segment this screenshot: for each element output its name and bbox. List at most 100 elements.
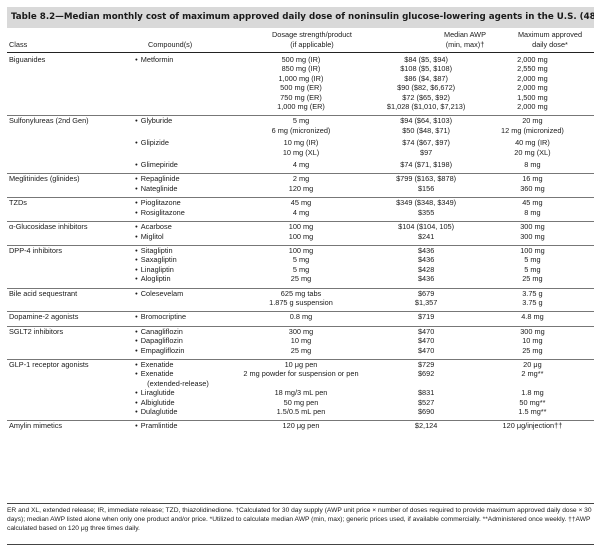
compound-cell: Glipizide	[135, 138, 220, 147]
table-title: Table 8.2—Median monthly cost of maximum…	[7, 7, 594, 28]
class-cell	[7, 93, 135, 102]
awp-cell: $2,124	[414, 421, 438, 431]
awp-cell: $86 ($4, $87)	[404, 73, 448, 83]
table-row: Sulfonylureas (2nd Gen) Glyburide 5 mg $94 …	[7, 116, 594, 126]
table-row: Glipizide 10 mg (IR) $74 ($67, $97) 40 mg (…	[7, 138, 594, 147]
group-divider	[7, 283, 594, 289]
table-row: Alogliptin 25 mg $436 25 mg	[7, 274, 594, 283]
compound-name: Glyburide	[135, 116, 172, 125]
awp-cell: $719	[417, 312, 435, 322]
compound-cell: Empagliflozin	[135, 346, 220, 355]
awp-cell: $90 ($82, $6,672)	[397, 83, 456, 93]
dosage-cell: 10 mg (IR)	[283, 138, 319, 148]
dosage-cell: 50 mg pen	[283, 397, 319, 407]
max-dose-cell: 2,550 mg	[517, 64, 548, 74]
dosage-cell: 750 mg (ER)	[280, 92, 322, 102]
awp-cell: $690	[417, 407, 435, 416]
class-cell	[7, 398, 135, 407]
compound-name: Glipizide	[135, 138, 169, 147]
table-row: Linagliptin 5 mg $428 5 mg	[7, 265, 594, 274]
header-awp-line1: Median AWP	[444, 30, 486, 39]
awp-cell: $97	[419, 147, 433, 157]
compound-cell: Linagliptin	[135, 265, 220, 274]
awp-cell: $470	[417, 326, 435, 336]
max-dose-cell: 16 mg	[522, 174, 543, 184]
compound-name: Dulaglutide	[135, 407, 177, 416]
max-dose-cell: 20 mg	[522, 116, 543, 126]
max-dose-cell: 360 mg	[520, 183, 545, 193]
class-cell: DPP-4 inhibitors	[9, 245, 63, 255]
dosage-cell: 25 mg	[290, 345, 312, 355]
header-dosage-line1: Dosage strength/product	[272, 30, 352, 39]
compound-cell: Liraglutide	[135, 388, 220, 397]
compound-cell: Metformin	[135, 55, 220, 64]
class-cell	[7, 346, 135, 355]
class-cell	[7, 184, 135, 193]
table-row: Biguanides Metformin 500 mg (IR) $84 ($5, $…	[7, 55, 594, 64]
drug-cost-table: Biguanides Metformin 500 mg (IR) $84 ($5, $…	[7, 55, 594, 431]
class-cell	[7, 298, 135, 307]
awp-cell: $1,357	[414, 297, 438, 307]
max-dose-cell: 5 mg	[524, 264, 541, 274]
compound-name: Metformin	[135, 55, 173, 64]
max-dose-cell: 1.8 mg	[521, 388, 544, 398]
class-cell	[7, 102, 135, 111]
group-divider	[7, 240, 594, 246]
class-cell: SGLT2 inhibitors	[9, 326, 64, 336]
compound-cell: Pioglitazone	[135, 198, 220, 208]
compound-name: Exenatide	[135, 369, 173, 378]
awp-cell: $156	[417, 183, 435, 193]
dosage-cell: 5 mg	[292, 255, 310, 265]
table-row: 1,000 mg (IR) $86 ($4, $87) 2,000 mg	[7, 74, 594, 83]
table-row: Liraglutide 18 mg/3 mL pen $831 1.8 mg	[7, 388, 594, 397]
compound-cell	[135, 102, 220, 111]
header-awp-line2: (min, max)†	[445, 40, 485, 49]
compound-name: Miglitol	[135, 232, 163, 241]
group-divider	[7, 217, 594, 223]
compound-cell	[135, 93, 220, 102]
dosage-cell: 2 mg	[292, 174, 310, 184]
class-cell	[7, 83, 135, 92]
compound-cell: Sitagliptin	[135, 245, 220, 255]
compound-cell: Exenatide	[135, 359, 220, 369]
dosage-cell	[221, 379, 382, 388]
class-cell	[7, 208, 135, 217]
compound-cell: Pramlintide	[135, 421, 220, 431]
compound-name: Repaglinide	[135, 174, 179, 183]
dosage-cell: 6 mg (micronized)	[271, 125, 331, 135]
header-compounds: Compound(s)	[148, 40, 193, 49]
class-cell: TZDs	[9, 198, 27, 208]
awp-cell: $527	[417, 397, 435, 407]
awp-cell: $799 ($163, $878)	[396, 174, 457, 184]
header-dosage: Dosage strength/product (if applicable)	[242, 30, 382, 50]
class-cell	[7, 369, 135, 378]
class-cell: Meglitinides (glinides)	[9, 174, 80, 184]
compound-cell	[135, 126, 220, 135]
compound-name: Liraglutide	[135, 388, 174, 397]
table-row: Meglitinides (glinides) Repaglinide 2 mg $7…	[7, 174, 594, 184]
dosage-cell: 10 mg (XL)	[282, 147, 320, 157]
compound-cell: Alogliptin	[135, 274, 220, 283]
compound-name: Bromocriptine	[135, 312, 186, 321]
compound-name: Canagliflozin	[135, 327, 183, 336]
class-cell: GLP-1 receptor agonists	[9, 359, 89, 369]
compound-name: Alogliptin	[135, 274, 170, 283]
table-row: Saxagliptin 5 mg $436 5 mg	[7, 255, 594, 264]
max-dose-cell: 300 mg	[520, 231, 545, 241]
compound-name: Acarbose	[135, 222, 172, 231]
dosage-cell: 500 mg (IR)	[281, 55, 321, 64]
dosage-cell: 2 mg powder for suspension or pen	[243, 369, 359, 379]
max-dose-cell: 40 mg (IR)	[515, 138, 550, 148]
table-row: Dapagliflozin 10 mg $470 10 mg	[7, 336, 594, 345]
compound-cell	[135, 148, 220, 157]
compound-cell: Repaglinide	[135, 174, 220, 184]
table-row: Rosiglitazone 4 mg $355 8 mg	[7, 208, 594, 217]
compound-cell: Colesevelam	[135, 288, 220, 298]
dosage-cell: 500 mg (ER)	[280, 83, 322, 93]
table-footnote: ER and XL, extended release; IR, immedia…	[7, 503, 594, 534]
awp-cell: $831	[417, 388, 435, 398]
compound-name: Sitagliptin	[135, 246, 172, 255]
class-cell: Dopamine-2 agonists	[9, 312, 79, 322]
class-cell	[7, 148, 135, 157]
dosage-cell: 100 mg	[288, 222, 314, 232]
